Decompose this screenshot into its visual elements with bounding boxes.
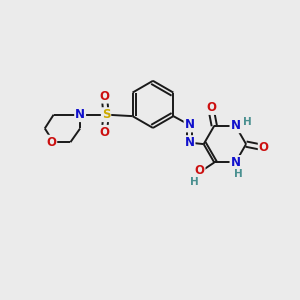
Text: H: H [243, 117, 252, 127]
Text: N: N [230, 119, 241, 132]
Text: N: N [75, 108, 85, 121]
Text: O: O [46, 136, 56, 149]
Text: O: O [100, 90, 110, 103]
Text: O: O [259, 141, 269, 154]
Text: S: S [102, 108, 110, 121]
Text: H: H [234, 169, 243, 179]
Text: H: H [190, 178, 199, 188]
Text: O: O [100, 126, 110, 139]
Text: N: N [184, 136, 194, 149]
Text: N: N [230, 156, 241, 169]
Text: O: O [206, 101, 216, 114]
Text: O: O [194, 164, 205, 177]
Text: N: N [184, 118, 194, 131]
